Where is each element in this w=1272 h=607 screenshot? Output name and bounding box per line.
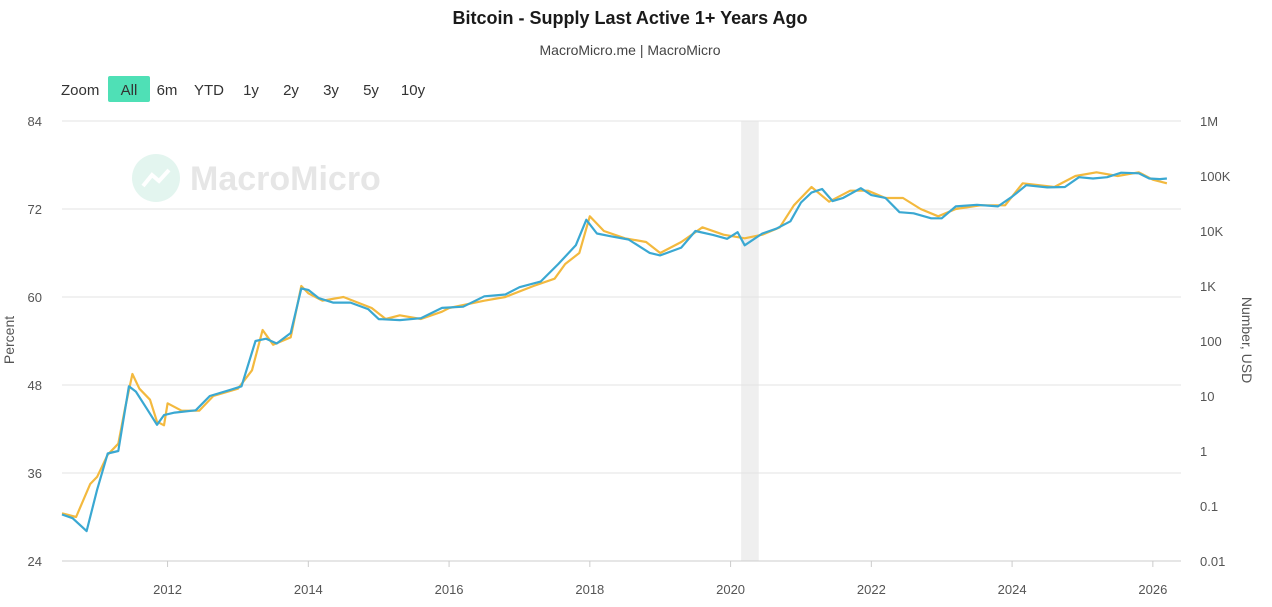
zoom-label: Zoom: [61, 82, 99, 99]
zoom-button-label: 6m: [157, 82, 178, 99]
zoom-button-label: 3y: [323, 82, 339, 99]
zoom-button-5y[interactable]: 5y: [352, 76, 390, 102]
right-tick-label: 0.01: [1200, 554, 1225, 569]
shaded-region-group: [741, 121, 759, 561]
zoom-button-10y[interactable]: 10y: [392, 76, 434, 102]
right-tick-label: 1M: [1200, 114, 1218, 129]
x-axis: 2012 2014 2016 2018 2020 2022 2024 2026: [62, 560, 1181, 597]
zoom-button-6m[interactable]: 6m: [148, 76, 186, 102]
x-tick-label: 2018: [575, 582, 604, 597]
x-tick-label: 2012: [153, 582, 182, 597]
zoom-button-all[interactable]: All: [108, 76, 150, 102]
zoom-bar: Zoom All 6m YTD 1y 2y 3y 5y 10y: [61, 76, 434, 102]
zoom-button-label: All: [121, 82, 138, 99]
right-tick-label: 1K: [1200, 279, 1216, 294]
x-tick-label: 2022: [857, 582, 886, 597]
x-tick-label: 2020: [716, 582, 745, 597]
supply-active-line: [61, 171, 1168, 519]
left-tick-label: 24: [28, 554, 42, 569]
right-tick-label: 10K: [1200, 224, 1223, 239]
zoom-button-label: YTD: [194, 82, 224, 99]
watermark-logo-mark: [141, 168, 171, 188]
chart-subtitle: MacroMicro.me | MacroMicro: [540, 42, 721, 58]
watermark-text: MacroMicro: [190, 160, 381, 198]
chart-title: Bitcoin - Supply Last Active 1+ Years Ag…: [453, 8, 808, 28]
x-tick-label: 2014: [294, 582, 323, 597]
left-tick-label: 84: [28, 114, 42, 129]
shaded-region: [741, 121, 759, 561]
zoom-button-1y[interactable]: 1y: [232, 76, 270, 102]
left-tick-label: 48: [28, 378, 42, 393]
right-tick-label: 10: [1200, 389, 1214, 404]
right-tick-label: 100K: [1200, 169, 1231, 184]
x-tick-label: 2016: [435, 582, 464, 597]
zoom-button-2y[interactable]: 2y: [272, 76, 310, 102]
zoom-button-label: 1y: [243, 82, 259, 99]
zoom-button-label: 5y: [363, 82, 379, 99]
x-tick-label: 2024: [998, 582, 1027, 597]
zoom-button-label: 2y: [283, 82, 299, 99]
right-tick-label: 0.1: [1200, 499, 1218, 514]
series-group: [61, 171, 1168, 533]
right-axis-title: Number, USD: [1239, 297, 1255, 383]
zoom-button-label: 10y: [401, 82, 426, 99]
zoom-button-bg: [108, 76, 150, 102]
left-axis-title: Percent: [1, 316, 17, 364]
btc-price-line: [61, 171, 1167, 533]
zoom-button-ytd[interactable]: YTD: [188, 76, 230, 102]
left-tick-label: 60: [28, 290, 42, 305]
left-tick-label: 72: [28, 202, 42, 217]
right-axis: 0.01 0.1 1 10 100 1K 10K 100K 1M: [1200, 114, 1231, 569]
left-tick-label: 36: [28, 466, 42, 481]
left-axis: 24 36 48 60 72 84: [28, 114, 42, 569]
right-tick-label: 1: [1200, 444, 1207, 459]
zoom-button-3y[interactable]: 3y: [312, 76, 350, 102]
x-tick-label: 2026: [1138, 582, 1167, 597]
right-tick-label: 100: [1200, 334, 1222, 349]
watermark: MacroMicro: [132, 154, 381, 202]
